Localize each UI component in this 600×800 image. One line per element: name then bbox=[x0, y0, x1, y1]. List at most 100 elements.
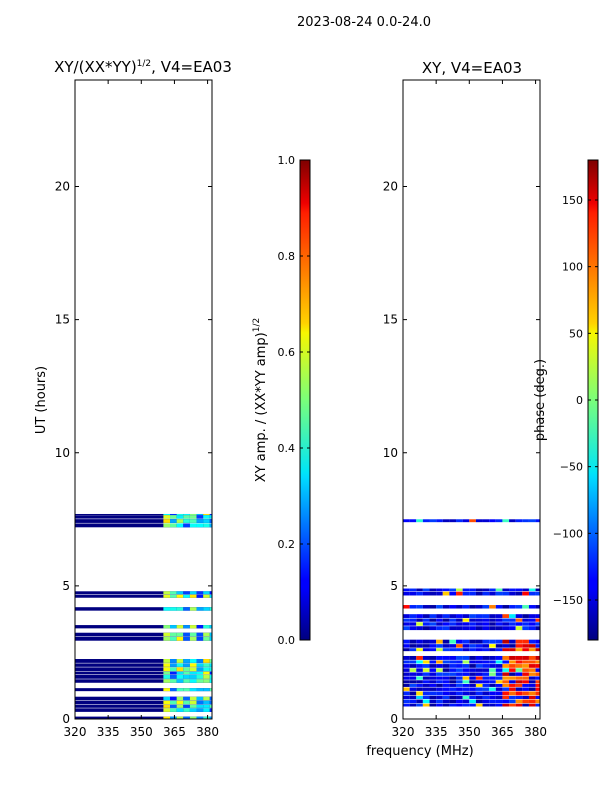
heat-cell bbox=[176, 671, 184, 675]
heat-cell bbox=[203, 663, 210, 667]
left-y-ticks: 0 5 10 15 20 bbox=[55, 180, 212, 726]
heat-cell bbox=[535, 676, 540, 680]
x-tick-label: 320 bbox=[392, 725, 415, 739]
heat-cell bbox=[416, 644, 423, 648]
heat-cell bbox=[409, 683, 417, 687]
heat-cell bbox=[176, 708, 184, 712]
heat-cell bbox=[429, 672, 437, 676]
heat-cell bbox=[509, 519, 516, 523]
heat-cell bbox=[456, 668, 463, 672]
heat-cell bbox=[403, 660, 410, 664]
heat-cell bbox=[163, 523, 171, 528]
heat-cell bbox=[422, 660, 430, 664]
heat-cell bbox=[475, 614, 483, 618]
heat-cell bbox=[475, 687, 483, 691]
heat-cell bbox=[489, 703, 496, 707]
heat-cell bbox=[502, 683, 510, 687]
left-title: XY/(XX*YY)1/2, V4=EA03 bbox=[54, 58, 232, 76]
heat-cell bbox=[495, 691, 503, 696]
heat-cell bbox=[495, 683, 503, 687]
heat-cell bbox=[416, 648, 423, 652]
heat-row bbox=[75, 636, 212, 641]
heat-cell bbox=[429, 660, 437, 664]
heat-cell bbox=[495, 605, 503, 609]
x-tick-label: 350 bbox=[458, 725, 481, 739]
heat-cell bbox=[528, 618, 536, 622]
heat-cell bbox=[449, 664, 457, 668]
y-tick-label: 15 bbox=[55, 313, 70, 327]
heat-cell bbox=[509, 588, 516, 592]
heat-cell bbox=[403, 699, 410, 704]
heat-cell bbox=[409, 591, 417, 596]
heat-cell bbox=[436, 664, 443, 668]
heat-cell bbox=[163, 663, 171, 667]
heat-cell bbox=[170, 513, 177, 515]
heat-cell bbox=[528, 588, 536, 592]
x-tick-label: 365 bbox=[163, 725, 186, 739]
heat-cell bbox=[416, 676, 423, 680]
heat-cell bbox=[429, 687, 437, 691]
heat-cell bbox=[456, 639, 463, 644]
heat-row bbox=[75, 591, 212, 595]
right-colorbar-ticks: −150 −100 −50 0 50 100 150 bbox=[553, 194, 598, 607]
heat-cell bbox=[482, 683, 490, 687]
heat-cell bbox=[528, 614, 536, 618]
heat-cell bbox=[436, 605, 443, 609]
heat-cell bbox=[442, 691, 450, 696]
shared-xlabel: frequency (MHz) bbox=[366, 744, 473, 759]
heat-cell bbox=[462, 519, 470, 523]
heat-cell bbox=[442, 695, 450, 700]
heat-cell bbox=[535, 588, 540, 592]
heat-cell bbox=[528, 591, 536, 596]
heat-cell bbox=[403, 605, 410, 609]
heat-cell bbox=[209, 523, 212, 528]
heat-cell bbox=[409, 519, 417, 523]
heat-cell bbox=[416, 519, 423, 523]
heat-cell bbox=[196, 674, 204, 679]
heat-cell bbox=[422, 687, 430, 691]
heat-cell bbox=[509, 622, 516, 626]
heat-cell bbox=[522, 644, 529, 648]
heat-cell bbox=[442, 626, 450, 631]
heat-cell bbox=[176, 679, 184, 683]
heat-cell bbox=[489, 618, 496, 622]
heat-cell bbox=[196, 659, 204, 663]
heat-cell bbox=[482, 519, 490, 523]
heat-cell bbox=[416, 618, 423, 622]
heat-cell bbox=[522, 660, 529, 664]
heat-cell bbox=[436, 618, 443, 622]
heat-cell bbox=[502, 668, 510, 672]
heat-cell bbox=[482, 687, 490, 691]
heat-cell bbox=[170, 519, 177, 523]
heat-cell bbox=[403, 655, 410, 660]
heat-cell bbox=[535, 699, 540, 704]
heat-cell bbox=[196, 519, 204, 523]
left-colorbar-label: XY amp. / (XX*YY amp)1/2 bbox=[252, 318, 269, 482]
heat-cell bbox=[183, 625, 190, 629]
heat-cell bbox=[196, 716, 204, 719]
heat-cell bbox=[456, 683, 463, 687]
heat-cell bbox=[203, 632, 210, 637]
heat-cell bbox=[502, 664, 510, 668]
heat-cell bbox=[170, 594, 177, 598]
heat-cell bbox=[502, 655, 510, 660]
heat-cell bbox=[163, 636, 171, 641]
heat-cell bbox=[469, 687, 476, 691]
heat-cell bbox=[515, 691, 523, 696]
x-tick-label: 335 bbox=[97, 725, 120, 739]
heat-cell bbox=[189, 700, 197, 705]
heat-cell bbox=[462, 691, 470, 696]
heat-cell bbox=[522, 683, 529, 687]
heat-cell bbox=[528, 605, 536, 609]
heat-cell bbox=[456, 644, 463, 648]
heat-cell bbox=[449, 622, 457, 626]
heat-cell bbox=[209, 708, 212, 712]
heat-cell bbox=[442, 622, 450, 626]
heat-cell bbox=[163, 700, 171, 705]
heat-cell bbox=[203, 679, 210, 683]
heat-cell bbox=[196, 667, 204, 672]
heat-cell bbox=[535, 695, 540, 700]
heat-cell bbox=[189, 671, 197, 675]
heat-cell bbox=[203, 594, 210, 598]
heat-cell bbox=[522, 614, 529, 618]
